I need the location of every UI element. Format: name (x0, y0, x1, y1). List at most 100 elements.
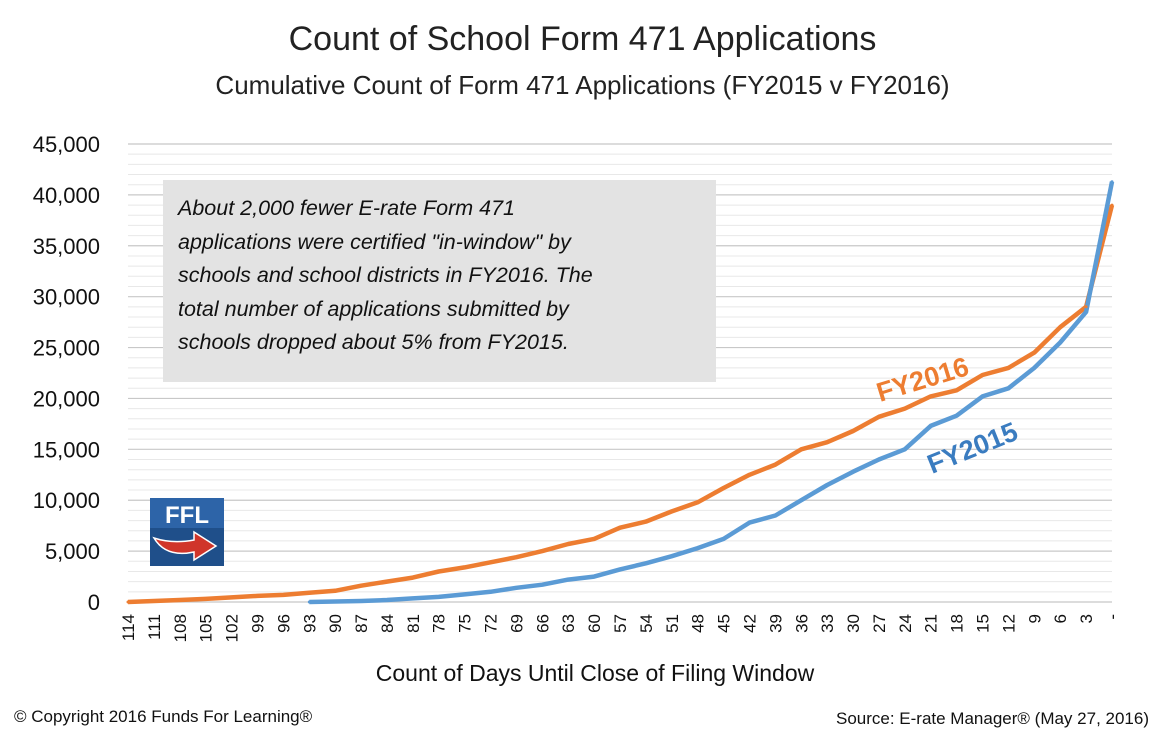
y-tick-label: 25,000 (33, 336, 100, 361)
data-point-fy2015 (489, 590, 492, 594)
data-point-fy2016 (851, 429, 855, 433)
data-point-fy2015 (825, 483, 829, 487)
data-point-fy2016 (463, 565, 467, 569)
data-point-fy2015 (463, 592, 467, 596)
data-point-fy2015 (359, 599, 363, 603)
data-point-fy2016 (307, 591, 311, 595)
source-text: Source: E-rate Manager® (May 27, 2016) (835, 709, 1149, 728)
data-point-fy2016 (799, 447, 803, 451)
x-tick-label: 12 (999, 614, 1018, 633)
x-tick-label: 99 (248, 614, 267, 633)
y-axis-ticks: 0 5,000 10,000 15,000 20,000 25,000 30,000 35,0… (33, 132, 100, 615)
data-point-fy2015 (981, 394, 984, 398)
data-point-fy2016 (903, 407, 907, 411)
data-point-fy2016 (592, 537, 596, 541)
copyright-text: © Copyright 2016 Funds For Learning® (14, 707, 313, 726)
x-tick-label: 66 (533, 614, 552, 633)
data-point-fy2015 (1006, 386, 1010, 390)
x-tick-label: 78 (430, 614, 449, 633)
x-tick-label: 48 (689, 614, 708, 633)
x-tick-label: 102 (223, 614, 242, 642)
x-tick-label: 30 (844, 614, 863, 633)
x-axis-label: Count of Days Until Close of Filing Wind… (375, 660, 815, 686)
x-tick-label: 18 (948, 614, 967, 633)
data-point-fy2015 (773, 514, 777, 517)
data-point-fy2016 (696, 500, 700, 504)
data-point-fy2015 (437, 595, 441, 599)
data-point-fy2016 (929, 394, 933, 398)
x-tick-label: 9 (1025, 614, 1044, 623)
data-point-fy2016 (152, 599, 156, 603)
y-tick-label: 0 (88, 590, 100, 615)
data-point-fy2016 (618, 526, 622, 530)
x-tick-label: 51 (663, 614, 682, 633)
y-tick-label: 20,000 (33, 386, 100, 411)
data-point-fy2015 (696, 546, 700, 550)
logo-text: FFL (165, 502, 209, 529)
x-tick-label: 24 (896, 614, 915, 633)
data-point-fy2015 (670, 554, 674, 558)
data-point-fy2015 (955, 414, 959, 418)
series-line-fy2015 (309, 181, 1115, 605)
data-point-fy2015 (333, 600, 337, 603)
y-tick-label: 5,000 (45, 539, 100, 564)
x-tick-label: 3 (1077, 614, 1096, 623)
data-point-fy2016 (1058, 325, 1062, 329)
y-tick-label: 45,000 (33, 132, 100, 157)
data-point-fy2016 (359, 584, 363, 588)
ffl-logo: FFL (150, 498, 224, 566)
y-tick-label: 30,000 (33, 285, 100, 310)
x-tick-label: 93 (300, 614, 319, 633)
x-tick-label: 54 (637, 614, 656, 633)
data-point-fy2016 (540, 549, 544, 553)
data-point-fy2016 (256, 594, 259, 598)
x-tick-label: 108 (171, 614, 190, 642)
x-tick-label: 114 (119, 614, 138, 641)
x-tick-label: 72 (482, 614, 501, 633)
data-point-fy2015 (618, 567, 622, 571)
data-point-fy2016 (670, 509, 674, 513)
data-point-fy2016 (644, 520, 648, 524)
x-tick-label: 15 (974, 614, 993, 633)
x-tick-label: 27 (870, 614, 889, 633)
y-tick-label: 15,000 (33, 437, 100, 462)
data-point-fy2016 (981, 373, 984, 377)
data-point-fy2015 (851, 470, 855, 474)
data-point-fy2015 (385, 598, 389, 602)
x-tick-label: - (1103, 614, 1122, 620)
x-tick-label: 84 (378, 614, 397, 633)
data-point-fy2015 (307, 600, 311, 604)
data-point-fy2016 (773, 463, 777, 467)
data-point-fy2016 (748, 473, 751, 477)
data-point-fy2016 (411, 576, 415, 580)
data-point-fy2015 (903, 447, 907, 451)
data-point-fy2015 (566, 578, 570, 582)
y-tick-label: 10,000 (33, 488, 100, 513)
data-point-fy2015 (540, 583, 544, 587)
data-point-fy2016 (178, 598, 182, 602)
x-tick-label: 63 (559, 614, 578, 633)
data-point-fy2016 (566, 542, 570, 546)
x-tick-label: 96 (274, 614, 293, 633)
x-tick-label: 33 (818, 614, 837, 633)
data-point-fy2015 (592, 575, 596, 579)
data-point-fy2016 (722, 486, 726, 490)
data-point-fy2015 (1058, 341, 1062, 344)
data-point-fy2015 (748, 521, 751, 525)
data-point-fy2016 (281, 593, 285, 597)
data-point-fy2016 (437, 570, 441, 573)
x-tick-label: 39 (766, 614, 785, 633)
x-tick-label: 111 (145, 614, 164, 640)
data-point-fy2015 (929, 424, 933, 428)
x-tick-label: 81 (404, 614, 423, 633)
data-point-fy2016 (489, 560, 492, 564)
data-point-fy2015 (799, 498, 803, 502)
data-point-fy2016 (1084, 305, 1088, 309)
data-point-fy2016 (825, 440, 829, 444)
data-point-fy2016 (1110, 203, 1114, 207)
data-point-fy2016 (126, 600, 130, 604)
x-tick-label: 105 (197, 614, 216, 642)
x-tick-label: 57 (611, 614, 630, 633)
data-point-fy2015 (514, 586, 518, 590)
